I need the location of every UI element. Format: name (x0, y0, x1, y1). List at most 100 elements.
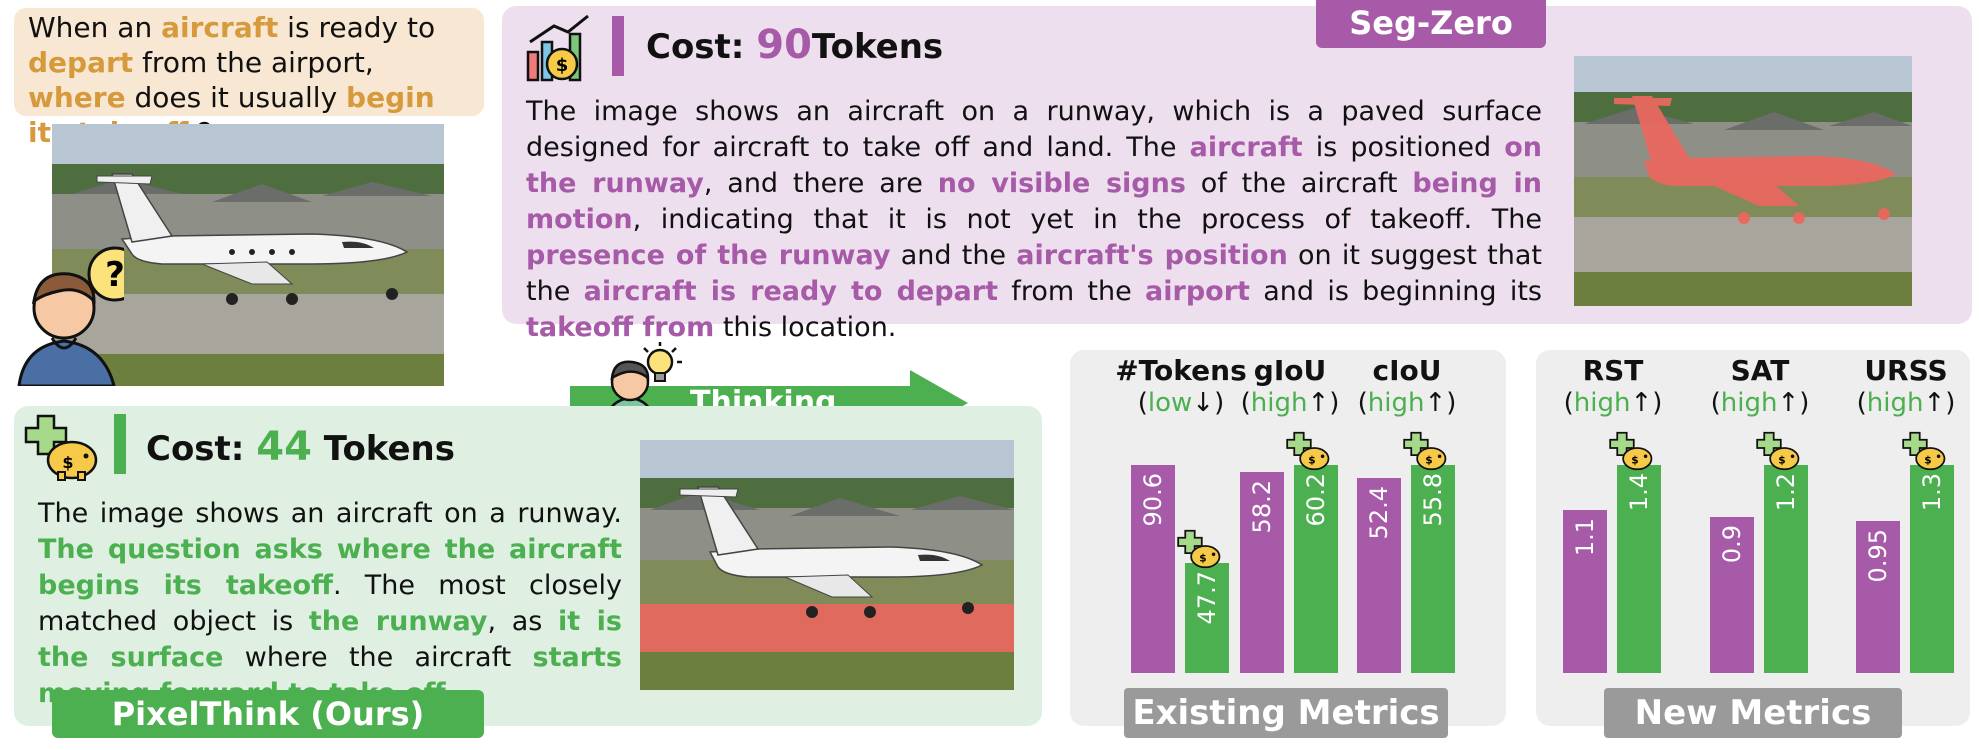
highlighted-phrase: aircraft (1189, 132, 1303, 163)
metric-direction: (high↑) (1563, 388, 1663, 418)
text-run: When an (28, 11, 162, 44)
text-run: this location. (714, 312, 897, 343)
segzero-value-label: 1.1 (1571, 518, 1599, 557)
question-box: When an aircraft is ready to depart from… (14, 8, 484, 149)
metric-header: URSS (1864, 354, 1948, 387)
segzero-result-photo (1574, 56, 1912, 306)
highlighted-phrase: where (28, 81, 126, 114)
metric-header: SAT (1730, 354, 1790, 387)
text-run: The image shows an aircraft on a runway,… (526, 96, 1542, 163)
metrics-tag: New Metrics (1604, 688, 1902, 738)
pixelthink-bar (1185, 563, 1229, 673)
highlighted-phrase: the runway (308, 606, 488, 637)
segzero-cost-value: 90 (756, 22, 812, 68)
piggy-bank-icon: $ (1756, 429, 1802, 477)
pixelthink-bar (1294, 465, 1338, 673)
pixelthink-cost: Cost: 44 Tokens (146, 424, 455, 470)
thinking-person-icon: ? (14, 246, 143, 388)
text-run: , as (487, 606, 559, 637)
svg-text:$: $ (1425, 453, 1432, 466)
segzero-divider (612, 16, 624, 76)
text-run: on it suggest that the (526, 240, 1543, 307)
metrics-tag: Existing Metrics (1124, 688, 1448, 738)
direction-arrow: ↓ (1192, 388, 1215, 418)
direction-arrow: ↑ (1630, 388, 1653, 418)
piggy-bank-icon: $ (24, 412, 102, 482)
highlighted-phrase: depart (28, 46, 134, 79)
text-run: is positioned (1302, 132, 1505, 163)
text-run: . The most closely matched object is (38, 570, 622, 637)
text-run: of the aircraft (1185, 168, 1413, 199)
direction-word: high (1866, 388, 1924, 418)
pixelthink-divider (114, 414, 126, 474)
text-run: , and there are (703, 168, 938, 199)
text-run: does it usually (125, 81, 347, 114)
pixelthink-paragraph: The image shows an aircraft on a runway.… (38, 496, 622, 712)
segzero-value-label: 58.2 (1248, 480, 1276, 534)
segzero-cost-unit: Tokens (811, 27, 944, 67)
direction-word: high (1250, 388, 1308, 418)
segzero-paragraph: The image shows an aircraft on a runway,… (526, 94, 1542, 346)
pixelthink-value-label: 1.2 (1772, 473, 1800, 512)
highlighted-phrase: takeoff from (526, 312, 715, 343)
text-run: from the airport, (133, 46, 374, 79)
highlighted-phrase: aircraft is ready to depart (583, 276, 999, 307)
text-run: where the aircraft (223, 642, 533, 673)
metric-direction: (high↑) (1856, 388, 1956, 418)
svg-text:$: $ (556, 55, 569, 76)
highlighted-phrase: aircraft's position (1016, 240, 1288, 271)
segzero-value-label: 0.95 (1864, 529, 1892, 583)
piggy-bank-icon: $ (1286, 429, 1332, 477)
text-run: The image shows an aircraft on a runway. (38, 498, 622, 529)
pixelthink-cost-unit: Tokens (323, 429, 456, 469)
direction-arrow: ↑ (1424, 388, 1447, 418)
highlighted-phrase: presence of the runway (526, 240, 891, 271)
text-run: is ready to (278, 11, 436, 44)
pixelthink-value-label: 55.8 (1419, 473, 1447, 527)
direction-arrow: ↑ (1777, 388, 1800, 418)
direction-arrow: ↑ (1307, 388, 1330, 418)
jet-mask-shape (1614, 96, 1896, 224)
pixelthink-cost-value: 44 (256, 424, 312, 470)
segzero-bar (1856, 521, 1900, 673)
text-run: , indicating that it is not yet in the p… (632, 204, 1542, 235)
segzero-bar (1357, 478, 1401, 673)
jet-shape (96, 173, 409, 305)
segzero-value-label: 90.6 (1139, 473, 1167, 527)
metric-direction: (high↑) (1710, 388, 1810, 418)
pixelthink-value-label: 1.3 (1918, 473, 1946, 512)
svg-text:$: $ (1778, 453, 1785, 466)
highlighted-phrase: The question asks where the aircraft beg… (38, 534, 622, 601)
segzero-value-label: 0.9 (1718, 525, 1746, 564)
text-run: and the (890, 240, 1017, 271)
svg-text:$: $ (1631, 453, 1638, 466)
segzero-bar (1131, 465, 1175, 673)
direction-word: high (1720, 388, 1778, 418)
svg-text:$: $ (1924, 453, 1931, 466)
highlighted-phrase: being in motion (526, 168, 1542, 235)
segzero-bar (1563, 510, 1607, 673)
pixelthink-cost-label: Cost: (146, 429, 245, 469)
pixelthink-bar (1617, 465, 1661, 673)
svg-text:$: $ (62, 453, 73, 472)
direction-arrow: ↑ (1923, 388, 1946, 418)
coin-chart-icon: $ (524, 12, 596, 84)
metric-header: RST (1582, 354, 1644, 387)
svg-text:$: $ (1199, 551, 1206, 564)
svg-text:?: ? (105, 255, 124, 295)
pixelthink-tag: PixelThink (Ours) (52, 690, 484, 738)
pixelthink-value-label: 60.2 (1302, 473, 1330, 527)
pixelthink-bar (1910, 465, 1954, 673)
highlighted-phrase: on the runway (526, 132, 1542, 199)
segzero-tag: Seg-Zero (1316, 0, 1546, 48)
pixelthink-value-label: 1.4 (1625, 473, 1653, 512)
metric-header: gIoU (1253, 354, 1327, 387)
segzero-cost-label: Cost: (646, 27, 745, 67)
text-run: and is beginning its (1249, 276, 1542, 307)
segzero-bar (1240, 472, 1284, 673)
runway-mask (640, 604, 1014, 652)
highlighted-phrase: aircraft (161, 11, 279, 44)
pixelthink-bar (1764, 465, 1808, 673)
piggy-bank-icon: $ (1403, 429, 1449, 477)
highlighted-phrase: it is the surface (38, 606, 622, 673)
